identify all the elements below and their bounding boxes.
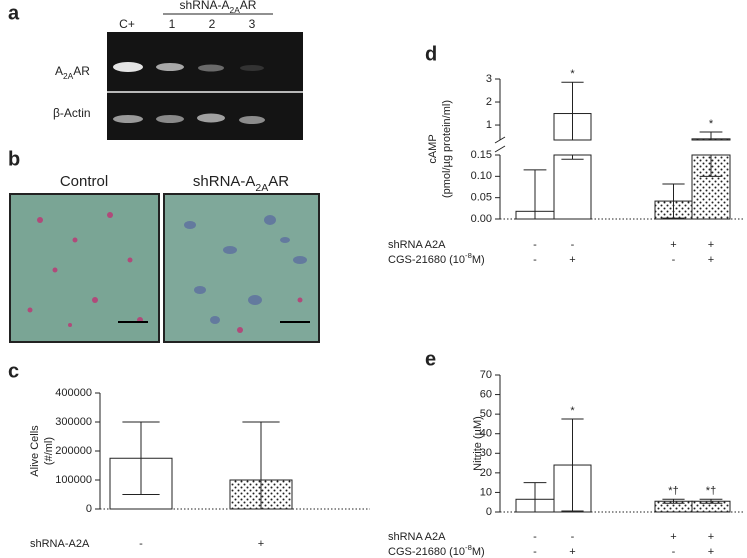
lane-label: 2	[209, 17, 216, 31]
y-tick-label: 2	[486, 96, 492, 108]
y-tick-label: 0	[486, 506, 492, 518]
micrograph-label-prefix: shRNA-A	[193, 173, 256, 190]
condition-label-suffix: M)	[472, 546, 485, 558]
condition-label: CGS-21680 (10-8M)	[388, 251, 485, 266]
condition-sign: -	[533, 546, 537, 558]
y-tick-label: 0.10	[471, 170, 492, 182]
gel-header-suffix: AR	[240, 0, 257, 12]
gel-row-label: β-Actin	[53, 106, 91, 120]
y-tick-label: 10	[480, 486, 492, 498]
condition-sign: -	[533, 254, 537, 266]
condition-label-prefix: shRNA A2A	[388, 239, 446, 251]
gel-row-label-prefix: β-Actin	[53, 106, 91, 120]
gel-header: shRNA-A2AAR	[180, 0, 257, 15]
y-tick-label: 40	[480, 428, 492, 440]
condition-sign: +	[670, 239, 676, 251]
bar	[553, 154, 592, 220]
panel-letter: b	[8, 148, 20, 170]
condition-label: shRNA-A2A	[30, 538, 90, 550]
gel-header-sub: 2A	[230, 5, 241, 15]
y-tick-label: 300000	[55, 416, 92, 428]
condition-sign: +	[258, 538, 264, 550]
y-tick-label: 100000	[55, 474, 92, 486]
y-axis-label: Nitrite (µM)	[472, 416, 484, 471]
y-tick-label: 3	[486, 73, 492, 85]
y-axis-label: (#/ml)	[43, 437, 55, 465]
condition-label: shRNA A2A	[388, 239, 446, 251]
y-tick-label: 50	[480, 408, 492, 420]
condition-sign: -	[533, 239, 537, 251]
condition-label-prefix: shRNA-A2A	[30, 538, 90, 550]
gel-image	[107, 13, 303, 140]
gel-row-label-suffix: AR	[73, 64, 90, 78]
annotation: *	[709, 118, 714, 130]
panel-letter: a	[8, 2, 20, 24]
lane-label: 1	[169, 17, 176, 31]
condition-sign: +	[708, 239, 714, 251]
condition-label-prefix: CGS-21680 (10	[388, 254, 465, 266]
condition-label-suffix: M)	[472, 254, 485, 266]
condition-sign: +	[708, 546, 714, 558]
condition-sign: -	[571, 531, 575, 543]
gel-row-label-sub: 2A	[63, 71, 74, 81]
annotation: *	[570, 405, 575, 417]
panel-letter: e	[425, 348, 436, 370]
condition-label: shRNA A2A	[388, 531, 446, 543]
micrograph-label: shRNA-A2AAR	[193, 173, 289, 194]
y-axis-label: Alive Cells	[29, 425, 41, 477]
y-tick-label: 30	[480, 447, 492, 459]
condition-sign: +	[670, 531, 676, 543]
condition-label-sup: -8	[465, 251, 472, 260]
condition-sign: -	[672, 254, 676, 266]
condition-sign: +	[569, 546, 575, 558]
condition-label-prefix: shRNA A2A	[388, 531, 446, 543]
annotation: *†	[706, 485, 716, 497]
condition-sign: -	[139, 538, 143, 550]
lane-label: C+	[119, 17, 135, 31]
condition-label: CGS-21680 (10-8M)	[388, 543, 485, 558]
annotation: *†	[668, 485, 678, 497]
y-tick-label: 60	[480, 388, 492, 400]
y-tick-label: 70	[480, 369, 492, 381]
y-tick-label: 400000	[55, 387, 92, 399]
gel-row-label-prefix: A	[55, 64, 63, 78]
lane-label: 3	[249, 17, 256, 31]
condition-sign: +	[708, 531, 714, 543]
y-axis-label: cAMP	[427, 134, 439, 163]
gel-row-label: A2AAR	[55, 64, 90, 81]
condition-sign: -	[672, 546, 676, 558]
gel-header-prefix: shRNA-A	[180, 0, 230, 12]
condition-label-prefix: CGS-21680 (10	[388, 546, 465, 558]
panel-letter: d	[425, 43, 437, 65]
micrograph-label-sub: 2A	[255, 182, 268, 194]
condition-sign: -	[571, 239, 575, 251]
y-tick-label: 0	[86, 503, 92, 515]
micrograph-label-suffix: AR	[268, 173, 289, 190]
annotation: *	[570, 68, 575, 80]
y-tick-label: 1	[486, 119, 492, 131]
y-tick-label: 0.00	[471, 213, 492, 225]
micrographs	[9, 193, 320, 343]
y-axis-label: (pmol/µg protein/ml)	[441, 100, 453, 198]
y-tick-label: 200000	[55, 445, 92, 457]
condition-sign: +	[569, 254, 575, 266]
y-tick-label: 0.05	[471, 192, 492, 204]
y-tick-label: 0.15	[471, 149, 492, 161]
panel-letter: c	[8, 360, 19, 382]
condition-label-sup: -8	[465, 543, 472, 552]
micrograph-label-prefix: Control	[60, 173, 108, 190]
condition-sign: +	[708, 254, 714, 266]
condition-sign: -	[533, 531, 537, 543]
micrograph-label: Control	[60, 173, 108, 190]
y-tick-label: 20	[480, 467, 492, 479]
